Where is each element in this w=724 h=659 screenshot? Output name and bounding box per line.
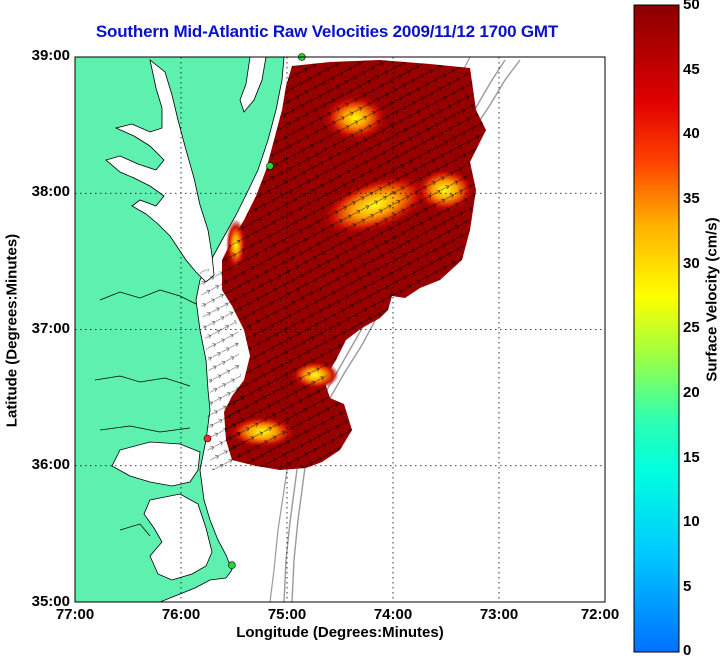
colorbar-tick-label: 5	[683, 578, 692, 595]
colorbar-tick-label: 35	[683, 190, 700, 207]
y-tick-label: 38:00	[31, 183, 70, 200]
y-tick-label: 35:00	[31, 593, 70, 610]
colorbar-tick-label: 20	[683, 384, 700, 401]
albemarle-sound	[111, 441, 201, 487]
coastline-detail	[94, 289, 197, 537]
colorbar-tick-label: 45	[683, 61, 700, 78]
map-frame	[74, 56, 606, 603]
x-tick-label: 74:00	[373, 606, 413, 623]
x-tick-label: 75:00	[267, 606, 307, 623]
y-tick-label: 37:00	[31, 320, 70, 337]
y-tick-label: 39:00	[31, 47, 70, 64]
x-tick-label: 77:00	[55, 606, 95, 623]
map-title: Southern Mid-Atlantic Raw Velocities 200…	[95, 22, 559, 41]
x-tick-label: 72:00	[580, 606, 620, 623]
colorbar-tick-label: 50	[683, 0, 700, 13]
colorbar-tick-label: 25	[683, 319, 700, 336]
y-tick-label: 36:00	[31, 456, 70, 473]
station-south-marker	[228, 561, 236, 570]
colorbar-tick-label: 10	[683, 513, 700, 530]
delaware-bay	[239, 56, 267, 113]
map-grid	[75, 57, 605, 602]
colorbar-tick-label: 30	[683, 255, 700, 272]
colorbar-tick-label: 40	[683, 125, 700, 142]
radar-stations	[203, 53, 306, 570]
velocity-arrows-coastal	[200, 268, 246, 470]
station-mid-marker	[266, 162, 274, 170]
velocity-arrows	[222, 60, 486, 470]
colorbar	[633, 4, 680, 653]
x-axis-label: Longitude (Degrees:Minutes)	[236, 624, 444, 641]
y-axis-label: Latitude (Degrees:Minutes)	[3, 233, 21, 428]
station-hatteras-marker	[203, 434, 212, 443]
colorbar-tick-label: 15	[683, 449, 700, 466]
chesapeake-bay	[105, 58, 215, 283]
x-tick-label: 76:00	[161, 606, 201, 623]
x-tick-label: 73:00	[479, 606, 519, 623]
pamlico-sound	[143, 493, 213, 581]
colorbar-tick-label: 0	[683, 642, 692, 659]
